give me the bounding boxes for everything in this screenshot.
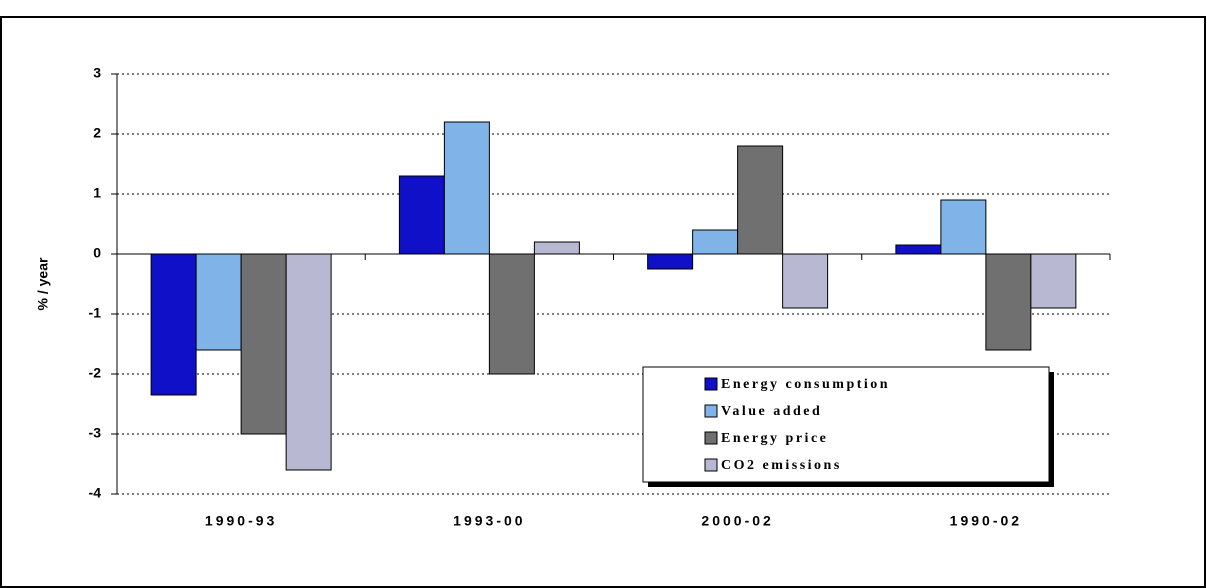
bar <box>1030 253 1077 309</box>
y-tick-label: 3 <box>93 65 101 81</box>
y-tick-label: 0 <box>93 245 101 261</box>
bar <box>150 253 197 396</box>
bar <box>647 253 694 270</box>
bar <box>895 244 942 255</box>
bar <box>692 229 739 255</box>
bar <box>737 145 784 255</box>
legend-swatch <box>704 404 718 418</box>
y-tick-label: -4 <box>89 485 102 501</box>
bar <box>398 175 445 255</box>
bar <box>195 253 242 351</box>
y-tick-label: 1 <box>93 185 101 201</box>
y-tick-label: 2 <box>93 125 101 141</box>
y-tick-label: -1 <box>89 305 102 321</box>
legend-swatch <box>704 431 718 445</box>
bar <box>443 121 490 255</box>
y-tick-label: -2 <box>89 365 102 381</box>
bar <box>285 253 332 471</box>
x-tick-label: 1993-00 <box>453 513 525 529</box>
x-tick-label: 1990-93 <box>205 513 277 529</box>
bar <box>488 253 535 375</box>
bar <box>782 253 829 309</box>
bar <box>985 253 1032 351</box>
x-tick-label: 1990-02 <box>950 513 1022 529</box>
y-axis-label: % / year <box>35 257 51 310</box>
legend-swatch <box>704 377 718 391</box>
legend-label: CO2 emissions <box>721 458 842 473</box>
legend-swatch <box>704 458 718 472</box>
bar <box>533 241 580 255</box>
legend-label: Energy price <box>721 431 828 446</box>
x-tick-label: 2000-02 <box>701 513 773 529</box>
bar <box>940 199 987 255</box>
y-tick-label: -3 <box>89 425 102 441</box>
bar <box>240 253 287 435</box>
legend-label: Value added <box>721 404 822 419</box>
legend-label: Energy consumption <box>721 377 890 392</box>
